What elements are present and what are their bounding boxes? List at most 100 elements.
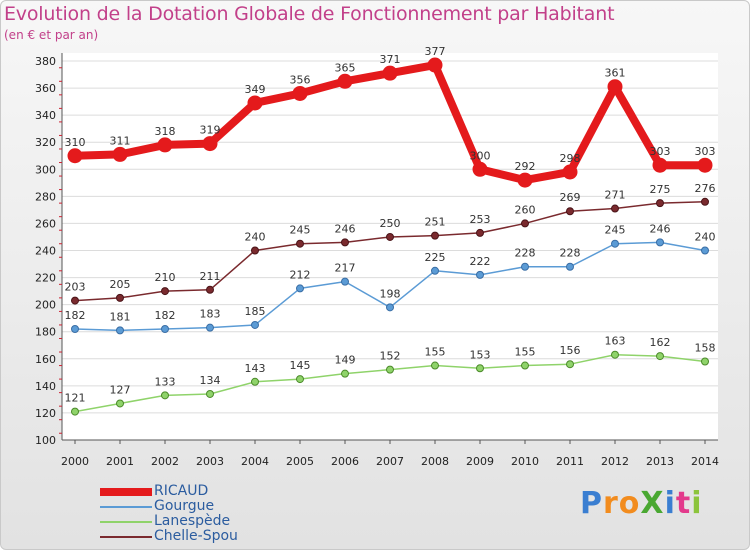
data-point (566, 262, 574, 271)
data-point (116, 399, 124, 408)
legend-label: Lanespède (154, 513, 231, 529)
data-label: 228 (560, 247, 581, 260)
data-point (521, 262, 529, 271)
data-point (161, 391, 169, 400)
data-label: 319 (200, 124, 221, 137)
y-tick-label: 140 (35, 380, 56, 393)
data-point (566, 360, 574, 369)
data-label: 222 (470, 255, 491, 268)
data-point (431, 361, 439, 370)
data-point (341, 277, 349, 286)
data-label: 246 (650, 222, 671, 235)
data-point (247, 95, 263, 111)
data-label: 153 (470, 348, 491, 361)
data-label: 133 (155, 375, 176, 388)
y-tick-label: 160 (35, 353, 56, 366)
data-label: 155 (515, 346, 536, 359)
data-point (157, 137, 173, 153)
data-label: 198 (380, 287, 401, 300)
data-point (296, 239, 304, 248)
proxiti-logo: ProXiti (580, 486, 703, 521)
x-tick-label: 2009 (466, 455, 494, 468)
y-tick-label: 320 (35, 136, 56, 149)
data-point (112, 146, 128, 162)
data-label: 318 (155, 125, 176, 138)
x-tick-label: 2004 (241, 455, 269, 468)
data-label: 292 (515, 160, 536, 173)
data-label: 228 (515, 247, 536, 260)
data-label: 212 (290, 268, 311, 281)
x-tick-label: 2000 (61, 455, 89, 468)
data-point (476, 228, 484, 237)
data-label: 240 (245, 231, 266, 244)
data-point (701, 246, 709, 255)
data-label: 349 (245, 83, 266, 96)
data-label: 158 (695, 341, 716, 354)
data-point (71, 325, 79, 334)
data-point (67, 148, 83, 164)
data-point (656, 352, 664, 361)
data-label: 210 (155, 271, 176, 284)
legend-swatch (100, 506, 152, 508)
data-label: 271 (605, 189, 626, 202)
series-gourgue: 182 181 182 183 185 212 217 198 225 222 228 228 245 2… (65, 222, 716, 335)
x-tick-label: 2011 (556, 455, 584, 468)
data-label: 185 (245, 305, 266, 318)
y-tick-label: 120 (35, 407, 56, 420)
y-tick-label: 380 (35, 55, 56, 68)
legend-swatch (100, 536, 152, 538)
data-point (296, 284, 304, 293)
data-label: 303 (695, 145, 716, 158)
data-label: 361 (605, 67, 626, 80)
data-label: 211 (200, 270, 221, 283)
chart-title: Evolution de la Dotation Globale de Fonc… (4, 3, 615, 25)
y-tick-label: 100 (35, 434, 56, 447)
data-point (292, 85, 308, 101)
data-label: 356 (290, 73, 311, 86)
data-point (611, 239, 619, 248)
data-point (656, 238, 664, 247)
data-point (71, 296, 79, 305)
y-tick-label: 180 (35, 326, 56, 339)
data-label: 300 (470, 149, 491, 162)
y-tick-label: 340 (35, 109, 56, 122)
x-tick-label: 2008 (421, 455, 449, 468)
data-point (656, 199, 664, 208)
data-point (251, 377, 259, 386)
data-point (116, 293, 124, 302)
data-point (521, 219, 529, 228)
data-point (386, 303, 394, 312)
data-label: 163 (605, 335, 626, 348)
data-point (251, 246, 259, 255)
data-point (206, 389, 214, 398)
data-label: 225 (425, 251, 446, 264)
logo-letter: r (603, 486, 619, 521)
data-label: 371 (380, 53, 401, 66)
data-point (206, 285, 214, 294)
x-tick-label: 2001 (106, 455, 134, 468)
data-label: 205 (110, 278, 131, 291)
data-point (476, 364, 484, 373)
y-tick-label: 240 (35, 245, 56, 258)
data-label: 245 (290, 224, 311, 237)
x-tick-label: 2013 (646, 455, 674, 468)
legend-label: RICAUD (154, 483, 209, 499)
data-label: 162 (650, 336, 671, 349)
data-point (607, 79, 623, 95)
data-point (206, 323, 214, 332)
data-point (521, 361, 529, 370)
data-point (427, 57, 443, 73)
y-tick-label: 220 (35, 272, 56, 285)
data-label: 377 (425, 45, 446, 58)
data-label: 182 (155, 309, 176, 322)
data-label: 298 (560, 152, 581, 165)
data-label: 260 (515, 203, 536, 216)
data-label: 253 (470, 213, 491, 226)
data-point (476, 270, 484, 279)
data-point (517, 172, 533, 188)
logo-letter: X (640, 486, 665, 521)
chart-subtitle: (en € et par an) (4, 28, 99, 42)
data-label: 217 (335, 262, 356, 275)
data-label: 143 (245, 362, 266, 375)
logo-letter: i (691, 486, 703, 521)
